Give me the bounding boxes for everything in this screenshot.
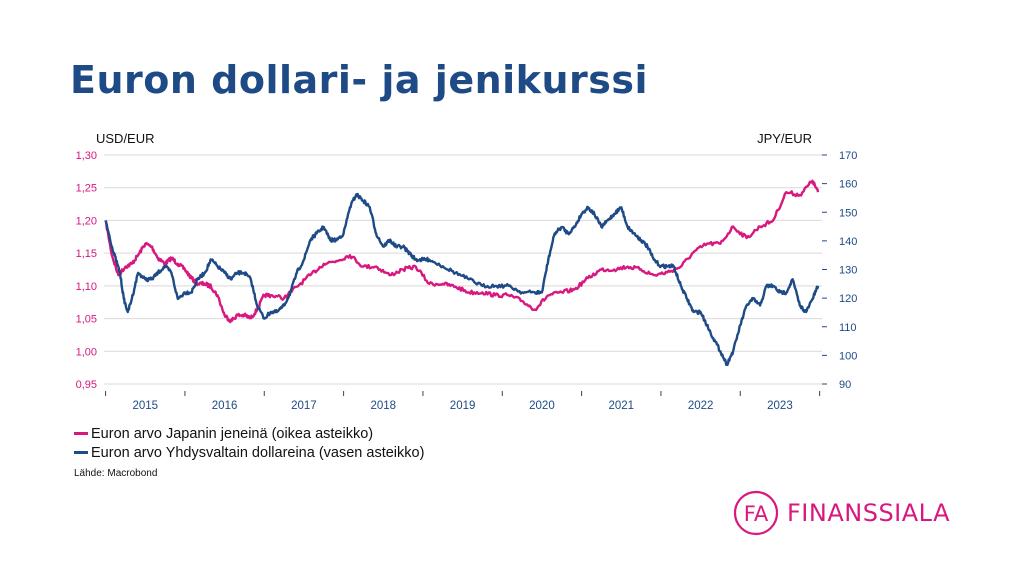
chart-legend: Euron arvo Japanin jeneinä (oikea asteik…	[74, 424, 424, 462]
right-tick-label: 150	[839, 207, 857, 219]
left-tick-label: 1,30	[76, 150, 97, 162]
left-tick-label: 0,95	[76, 379, 97, 391]
exchange-rate-chart: 1,30 1,25 1,20 1,15 1,10 1,05 1,00 0,95 170 160 1…	[76, 131, 858, 412]
x-tick-label: 2018	[370, 400, 396, 412]
legend-item-usd: Euron arvo Yhdysvaltain dollareina (vase…	[74, 443, 424, 462]
right-tick-label: 160	[839, 179, 857, 191]
left-tick-label: 1,25	[76, 183, 97, 195]
x-tick-label: 2015	[132, 400, 158, 412]
x-tick-label: 2021	[608, 400, 634, 412]
x-tick-label: 2019	[450, 400, 476, 412]
x-tick-label: 2023	[767, 400, 793, 412]
right-tick-label: 140	[839, 236, 857, 248]
x-tick-label: 2016	[212, 400, 238, 412]
right-tick-label: 110	[839, 322, 857, 334]
x-tick-label: 2020	[529, 400, 555, 412]
legend-swatch-jpy	[74, 432, 88, 435]
legend-label-usd: Euron arvo Yhdysvaltain dollareina (vase…	[91, 444, 425, 461]
left-tick-label: 1,15	[76, 248, 97, 260]
left-tick-label: 1,10	[76, 281, 97, 293]
brand-name: FINANSSIALA	[787, 499, 951, 527]
legend-swatch-usd	[74, 451, 88, 454]
left-tick-label: 1,20	[76, 215, 97, 227]
fa-monogram-circle-icon: FA	[733, 490, 779, 536]
legend-label-jpy: Euron arvo Japanin jeneinä (oikea asteik…	[91, 425, 374, 442]
left-tick-label: 1,05	[76, 314, 97, 326]
series-line-usd	[104, 192, 820, 366]
right-tick-label: 120	[839, 293, 857, 305]
series-line-jpy	[104, 179, 820, 324]
legend-item-jpy: Euron arvo Japanin jeneinä (oikea asteik…	[74, 424, 424, 443]
left-axis-title: USD/EUR	[96, 131, 155, 146]
right-tick-label: 100	[839, 350, 857, 362]
left-tick-label: 1,00	[76, 346, 97, 358]
page-title: Euron dollari- ja jenikurssi	[70, 58, 649, 102]
right-tick-label: 170	[839, 150, 857, 162]
right-tick-label: 90	[839, 379, 851, 391]
right-tick-label: 130	[839, 265, 857, 277]
x-tick-label: 2017	[291, 400, 317, 412]
right-axis-title: JPY/EUR	[757, 131, 812, 146]
source-note: Lähde: Macrobond	[74, 468, 158, 479]
x-tick-label: 2022	[688, 400, 714, 412]
brand-logo: FA FINANSSIALA	[733, 490, 950, 536]
brand-monogram: FA	[744, 502, 769, 526]
